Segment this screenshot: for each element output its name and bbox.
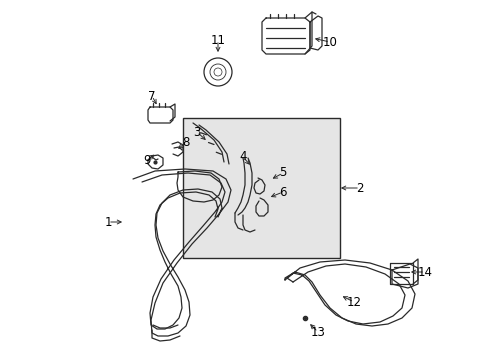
Text: 8: 8 (182, 135, 189, 148)
Text: 7: 7 (148, 90, 156, 103)
Text: 9: 9 (143, 153, 150, 166)
Text: 10: 10 (322, 36, 337, 49)
Text: 11: 11 (210, 33, 225, 46)
Text: 12: 12 (346, 296, 361, 309)
Text: 3: 3 (193, 126, 200, 139)
Text: 14: 14 (417, 266, 431, 279)
Text: 5: 5 (279, 166, 286, 180)
Text: 4: 4 (239, 150, 246, 163)
Bar (183, 118, 339, 258)
Text: 2: 2 (356, 181, 363, 194)
Text: 1: 1 (104, 216, 112, 229)
Text: 6: 6 (279, 185, 286, 198)
Text: 13: 13 (310, 325, 325, 338)
